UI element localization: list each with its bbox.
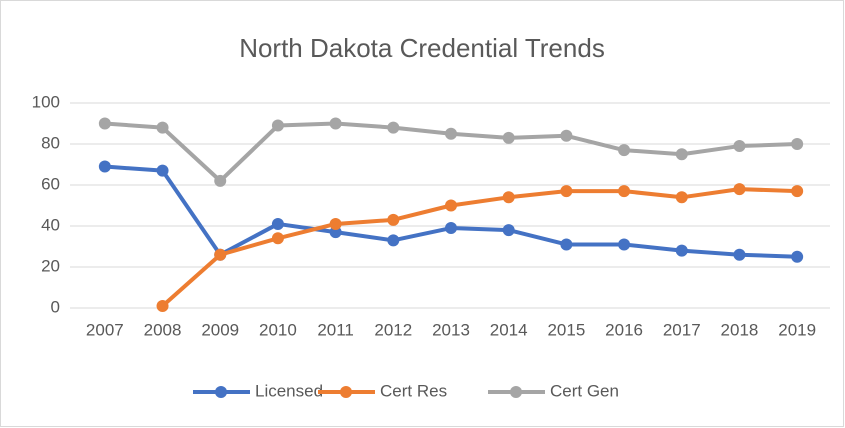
series-line	[161, 187, 798, 308]
y-tick-label: 0	[51, 297, 60, 316]
data-point	[445, 199, 457, 212]
x-tick-label: 2009	[201, 320, 239, 339]
data-point	[98, 160, 111, 173]
data-point	[733, 140, 746, 153]
data-point	[214, 248, 227, 261]
data-point	[329, 226, 342, 239]
data-point	[560, 129, 573, 142]
data-point	[791, 138, 804, 150]
data-point	[156, 121, 169, 134]
x-tick-label: 2018	[721, 320, 759, 339]
data-point	[618, 144, 631, 157]
chart-title: North Dakota Credential Trends	[239, 33, 605, 63]
x-tick-label: 2012	[374, 320, 412, 339]
data-point	[271, 119, 284, 132]
y-tick-label: 20	[41, 256, 60, 275]
y-tick-label: 80	[41, 133, 60, 152]
x-tick-label: 2014	[490, 320, 528, 339]
data-point	[445, 127, 457, 140]
data-point	[675, 244, 688, 257]
data-point	[733, 248, 746, 261]
legend-marker	[340, 386, 352, 398]
data-point	[156, 299, 169, 312]
legend-label: Licensed	[255, 381, 323, 400]
legend-marker	[510, 386, 522, 398]
x-tick-label: 2011	[317, 320, 354, 339]
data-point	[271, 232, 284, 245]
x-tick-label: 2008	[144, 320, 182, 339]
x-tick-label: 2010	[259, 320, 297, 339]
x-tick-label: 2019	[778, 320, 816, 339]
data-point	[618, 238, 631, 251]
legend-marker	[215, 386, 227, 398]
legend-label: Cert Gen	[550, 381, 619, 400]
legend-label: Cert Res	[380, 381, 447, 400]
x-tick-label: 2017	[663, 320, 701, 339]
data-point	[387, 213, 400, 226]
data-point	[502, 131, 515, 144]
y-tick-label: 100	[32, 92, 60, 111]
data-point	[791, 250, 804, 263]
data-point	[791, 185, 804, 198]
data-point	[733, 183, 746, 196]
data-point	[502, 191, 515, 204]
data-point	[98, 117, 111, 130]
data-point	[329, 217, 342, 230]
x-tick-label: 2015	[547, 320, 585, 339]
x-tick-label: 2016	[605, 320, 643, 339]
y-tick-label: 60	[41, 174, 60, 193]
data-point	[675, 148, 688, 161]
data-point	[214, 174, 227, 187]
data-point	[445, 222, 457, 235]
x-tick-label: 2013	[432, 320, 470, 339]
data-point	[560, 238, 573, 251]
x-tick-label: 2007	[86, 320, 124, 339]
data-point	[560, 185, 573, 198]
data-point	[329, 117, 342, 130]
data-point	[387, 121, 400, 134]
data-point	[618, 185, 631, 198]
data-point	[502, 224, 515, 237]
data-point	[675, 191, 688, 204]
data-point	[387, 234, 400, 247]
data-point	[271, 217, 284, 230]
y-tick-label: 40	[41, 215, 60, 234]
data-point	[156, 164, 169, 177]
